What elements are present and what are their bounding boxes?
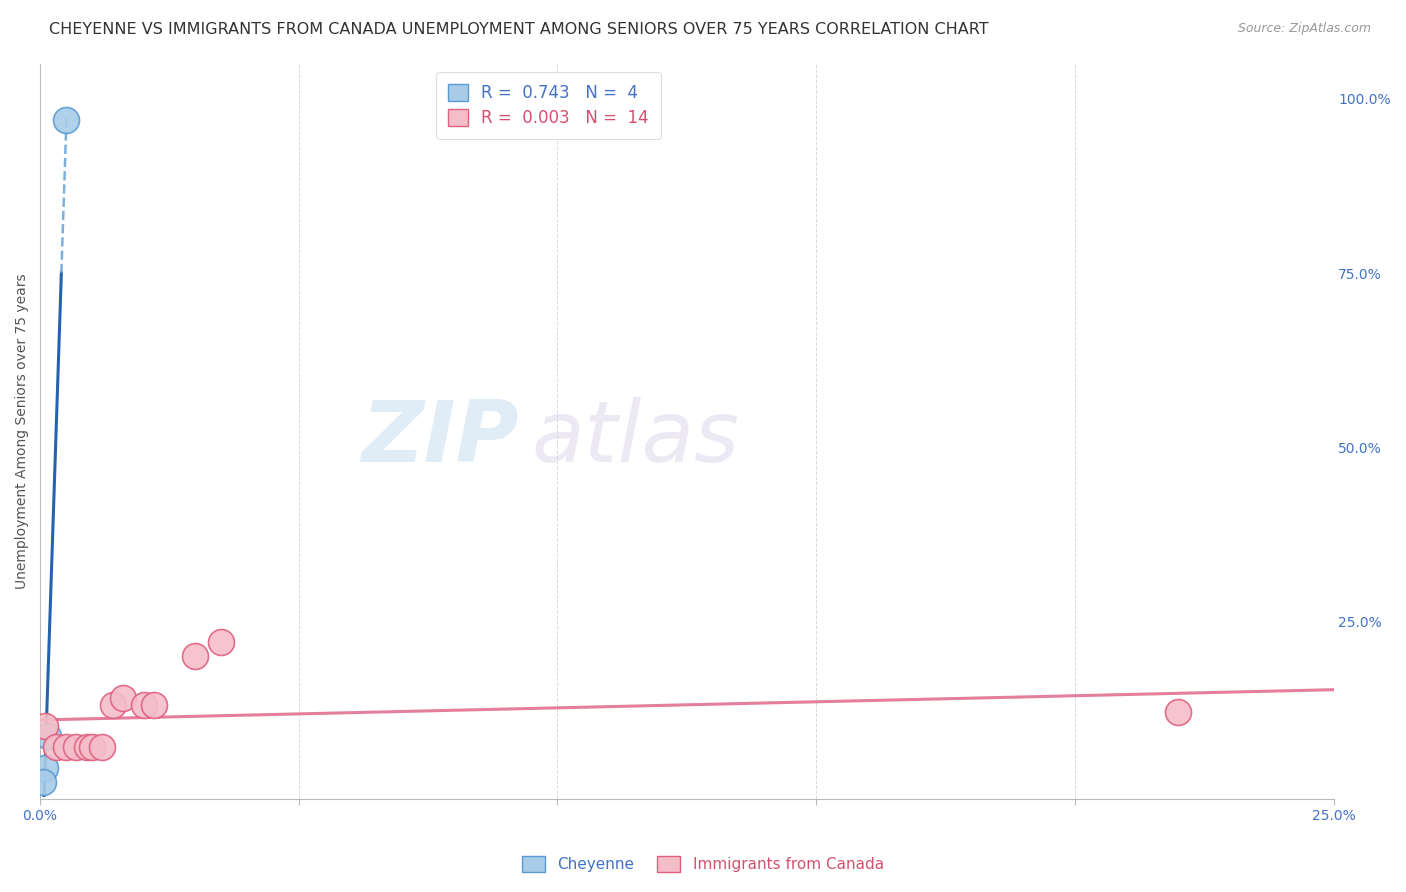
Point bbox=[101, 698, 124, 712]
Point bbox=[34, 761, 56, 775]
Point bbox=[142, 698, 165, 712]
Point bbox=[91, 739, 114, 754]
Point bbox=[34, 719, 56, 733]
Text: atlas: atlas bbox=[531, 398, 740, 481]
Text: CHEYENNE VS IMMIGRANTS FROM CANADA UNEMPLOYMENT AMONG SENIORS OVER 75 YEARS CORR: CHEYENNE VS IMMIGRANTS FROM CANADA UNEMP… bbox=[49, 22, 988, 37]
Point bbox=[111, 691, 134, 706]
Point bbox=[37, 730, 59, 744]
Point bbox=[132, 698, 155, 712]
Point bbox=[209, 635, 232, 649]
Text: ZIP: ZIP bbox=[361, 398, 519, 481]
Point bbox=[76, 739, 98, 754]
Point bbox=[80, 739, 103, 754]
Point bbox=[184, 649, 207, 664]
Legend: Cheyenne, Immigrants from Canada: Cheyenne, Immigrants from Canada bbox=[515, 848, 891, 880]
Text: Source: ZipAtlas.com: Source: ZipAtlas.com bbox=[1237, 22, 1371, 36]
Point bbox=[31, 774, 53, 789]
Point bbox=[1167, 705, 1189, 719]
Legend: R =  0.743   N =  4, R =  0.003   N =  14: R = 0.743 N = 4, R = 0.003 N = 14 bbox=[436, 72, 661, 139]
Point bbox=[55, 112, 77, 127]
Point bbox=[65, 739, 87, 754]
Point bbox=[45, 739, 67, 754]
Point bbox=[55, 739, 77, 754]
Y-axis label: Unemployment Among Seniors over 75 years: Unemployment Among Seniors over 75 years bbox=[15, 274, 30, 590]
